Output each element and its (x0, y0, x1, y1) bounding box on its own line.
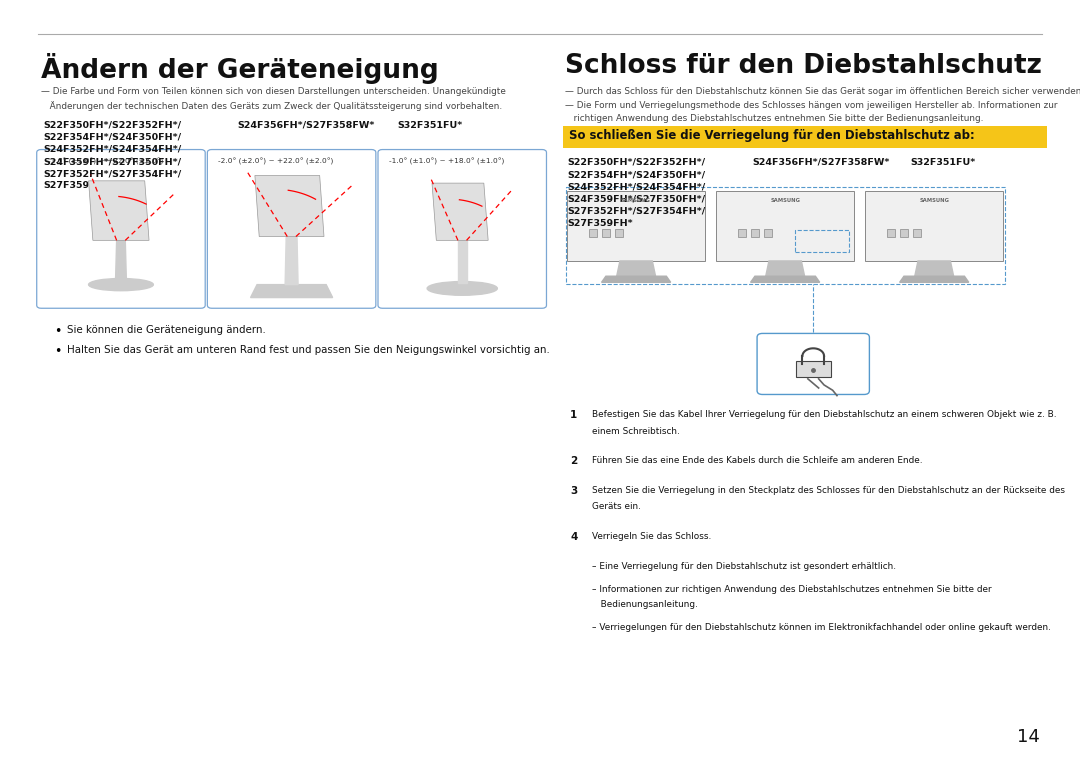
Polygon shape (251, 285, 333, 298)
Text: SAMSUNG: SAMSUNG (919, 198, 949, 204)
Text: S24F356FH*/S27F358FW*: S24F356FH*/S27F358FW* (238, 121, 375, 130)
Polygon shape (751, 276, 820, 282)
Bar (566, 187, 1005, 284)
Text: — Die Farbe und Form von Teilen können sich von diesen Darstellungen unterscheid: — Die Farbe und Form von Teilen können s… (41, 87, 505, 96)
Text: So schließen Sie die Verriegelung für den Diebstahlschutz ab:: So schließen Sie die Verriegelung für de… (569, 129, 975, 143)
Text: 4: 4 (570, 532, 578, 542)
Text: Befestigen Sie das Kabel Ihrer Verriegelung für den Diebstahlschutz an einem sch: Befestigen Sie das Kabel Ihrer Verriegel… (592, 410, 1056, 420)
Bar (738, 229, 746, 237)
Text: einem Schreibtisch.: einem Schreibtisch. (592, 427, 679, 436)
Bar (567, 191, 705, 261)
Bar (716, 191, 854, 261)
Text: — Die Form und Verriegelungsmethode des Schlosses hängen vom jeweiligen Herstell: — Die Form und Verriegelungsmethode des … (565, 101, 1057, 110)
Text: Geräts ein.: Geräts ein. (592, 502, 640, 511)
Text: SAMSUNG: SAMSUNG (621, 198, 651, 204)
Bar (563, 126, 1047, 148)
Text: Ändern der Geräteneigung: Ändern der Geräteneigung (41, 53, 438, 85)
Text: S22F350FH*/S22F352FH*/
S22F354FH*/S24F350FH*/
S24F352FH*/S24F354FH*/
S24F359FH*/: S22F350FH*/S22F352FH*/ S22F354FH*/S24F35… (43, 121, 181, 190)
Text: Führen Sie das eine Ende des Kabels durch die Schleife am anderen Ende.: Führen Sie das eine Ende des Kabels durc… (592, 456, 922, 465)
Text: Halten Sie das Gerät am unteren Rand fest und passen Sie den Neigungswinkel vors: Halten Sie das Gerät am unteren Rand fes… (67, 345, 550, 355)
Text: Setzen Sie die Verriegelung in den Steckplatz des Schlosses für den Diebstahlsch: Setzen Sie die Verriegelung in den Steck… (592, 486, 1065, 495)
Text: 3: 3 (570, 486, 578, 496)
FancyBboxPatch shape (378, 150, 546, 308)
Polygon shape (255, 175, 324, 237)
Bar (751, 229, 759, 237)
Polygon shape (617, 261, 656, 276)
Text: richtigen Anwendung des Diebstahlschutzes entnehmen Sie bitte der Bedienungsanle: richtigen Anwendung des Diebstahlschutze… (565, 114, 983, 124)
Text: Änderungen der technischen Daten des Geräts zum Zweck der Qualitätssteigerung si: Änderungen der technischen Daten des Ger… (41, 101, 502, 111)
Polygon shape (900, 276, 969, 282)
Polygon shape (116, 240, 126, 280)
Text: -1.0° (±1.0°) ~ +22.0° (±2.0°): -1.0° (±1.0°) ~ +22.0° (±2.0°) (48, 158, 163, 165)
FancyBboxPatch shape (757, 333, 869, 394)
FancyBboxPatch shape (207, 150, 376, 308)
Bar (796, 361, 831, 378)
Text: Schloss für den Diebstahlschutz: Schloss für den Diebstahlschutz (565, 53, 1042, 79)
Text: S22F350FH*/S22F352FH*/
S22F354FH*/S24F350FH*/
S24F352FH*/S24F354FH*/
S24F359FH*/: S22F350FH*/S22F352FH*/ S22F354FH*/S24F35… (567, 158, 705, 227)
Text: •: • (54, 345, 62, 358)
Text: -2.0° (±2.0°) ~ +22.0° (±2.0°): -2.0° (±2.0°) ~ +22.0° (±2.0°) (218, 158, 334, 165)
Bar (865, 191, 1003, 261)
Text: 1: 1 (570, 410, 578, 420)
Text: 14: 14 (1017, 728, 1040, 746)
Bar (795, 230, 849, 252)
Text: — Durch das Schloss für den Diebstahlschutz können Sie das Gerät sogar im öffent: — Durch das Schloss für den Diebstahlsch… (565, 87, 1080, 96)
Text: S32F351FU*: S32F351FU* (397, 121, 462, 130)
Polygon shape (285, 237, 298, 285)
Text: Sie können die Geräteneigung ändern.: Sie können die Geräteneigung ändern. (67, 325, 266, 335)
Polygon shape (766, 261, 805, 276)
Bar (913, 229, 921, 237)
Ellipse shape (428, 282, 497, 295)
Text: •: • (54, 325, 62, 338)
Polygon shape (915, 261, 954, 276)
Text: – Verriegelungen für den Diebstahlschutz können im Elektronikfachhandel oder onl: – Verriegelungen für den Diebstahlschutz… (592, 623, 1051, 633)
Text: – Informationen zur richtigen Anwendung des Diebstahlschutzes entnehmen Sie bitt: – Informationen zur richtigen Anwendung … (592, 585, 991, 594)
Polygon shape (89, 181, 149, 240)
Text: SAMSUNG: SAMSUNG (770, 198, 800, 204)
Ellipse shape (89, 278, 153, 291)
Text: Bedienungsanleitung.: Bedienungsanleitung. (592, 600, 698, 609)
Bar (589, 229, 597, 237)
Bar (887, 229, 895, 237)
Text: S32F351FU*: S32F351FU* (910, 158, 975, 167)
Bar (615, 229, 623, 237)
Bar (602, 229, 610, 237)
Text: – Eine Verriegelung für den Diebstahlschutz ist gesondert erhältlich.: – Eine Verriegelung für den Diebstahlsch… (592, 562, 895, 571)
Text: 2: 2 (570, 456, 578, 466)
Text: S24F356FH*/S27F358FW*: S24F356FH*/S27F358FW* (753, 158, 890, 167)
Bar (900, 229, 908, 237)
Bar (764, 229, 772, 237)
Polygon shape (458, 240, 467, 283)
Text: -1.0° (±1.0°) ~ +18.0° (±1.0°): -1.0° (±1.0°) ~ +18.0° (±1.0°) (389, 158, 504, 165)
FancyBboxPatch shape (37, 150, 205, 308)
Polygon shape (602, 276, 671, 282)
Text: Verriegeln Sie das Schloss.: Verriegeln Sie das Schloss. (592, 532, 711, 541)
Polygon shape (432, 183, 488, 240)
